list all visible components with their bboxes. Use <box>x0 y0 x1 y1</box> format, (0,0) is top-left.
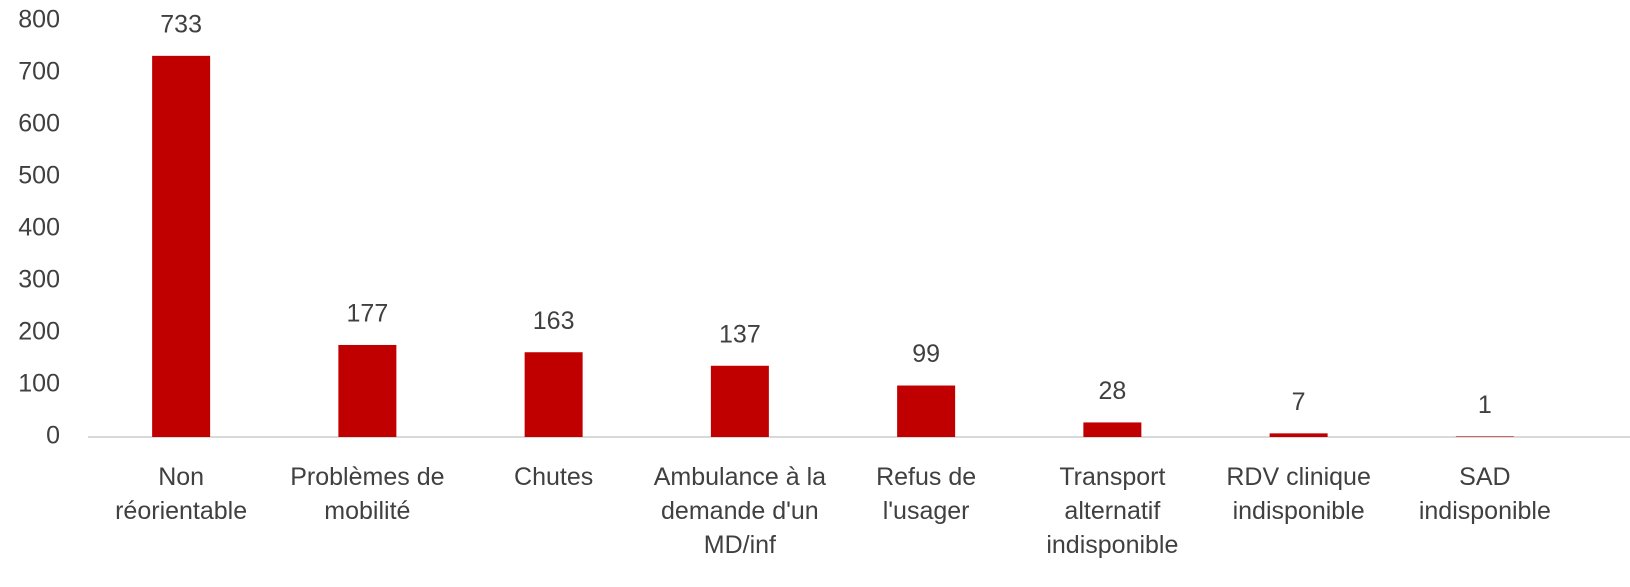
x-tick-label: RDV clinique indisponible <box>1226 463 1371 525</box>
bar <box>152 55 211 438</box>
y-tick-label: 500 <box>18 162 60 190</box>
bar <box>897 385 956 437</box>
y-tick-label: 600 <box>18 110 60 138</box>
x-tick-label: Ambulance à la demande d'un MD/inf <box>653 463 827 559</box>
x-tick-label: SAD indisponible <box>1418 463 1551 525</box>
y-tick-label: 700 <box>18 58 60 86</box>
y-tick-label: 0 <box>46 422 60 450</box>
data-label: 733 <box>160 10 202 38</box>
data-label: 99 <box>912 340 940 368</box>
x-tick-label: Non réorientable <box>115 463 248 525</box>
y-tick-label: 200 <box>18 318 60 346</box>
y-tick-label: 100 <box>18 370 60 398</box>
x-tick-label: Transport alternatif indisponible <box>1046 463 1179 559</box>
data-label: 7 <box>1292 388 1306 416</box>
data-label: 1 <box>1478 391 1492 419</box>
x-tick-label: Problèmes de mobilité <box>290 463 445 525</box>
data-label: 137 <box>719 320 761 348</box>
bar <box>338 344 397 437</box>
x-tick-label: Refus de l'usager <box>876 463 977 525</box>
y-tick-label: 300 <box>18 266 60 294</box>
y-tick-label: 400 <box>18 214 60 242</box>
data-label: 177 <box>347 300 389 328</box>
y-tick-label: 800 <box>18 6 60 34</box>
data-label: 163 <box>533 307 575 335</box>
x-tick-label: Chutes <box>514 463 594 491</box>
bar <box>1269 433 1328 437</box>
bar <box>524 352 583 437</box>
bar <box>710 365 769 437</box>
bar <box>1083 422 1142 437</box>
bar <box>1455 436 1514 437</box>
data-label: 28 <box>1098 377 1126 405</box>
